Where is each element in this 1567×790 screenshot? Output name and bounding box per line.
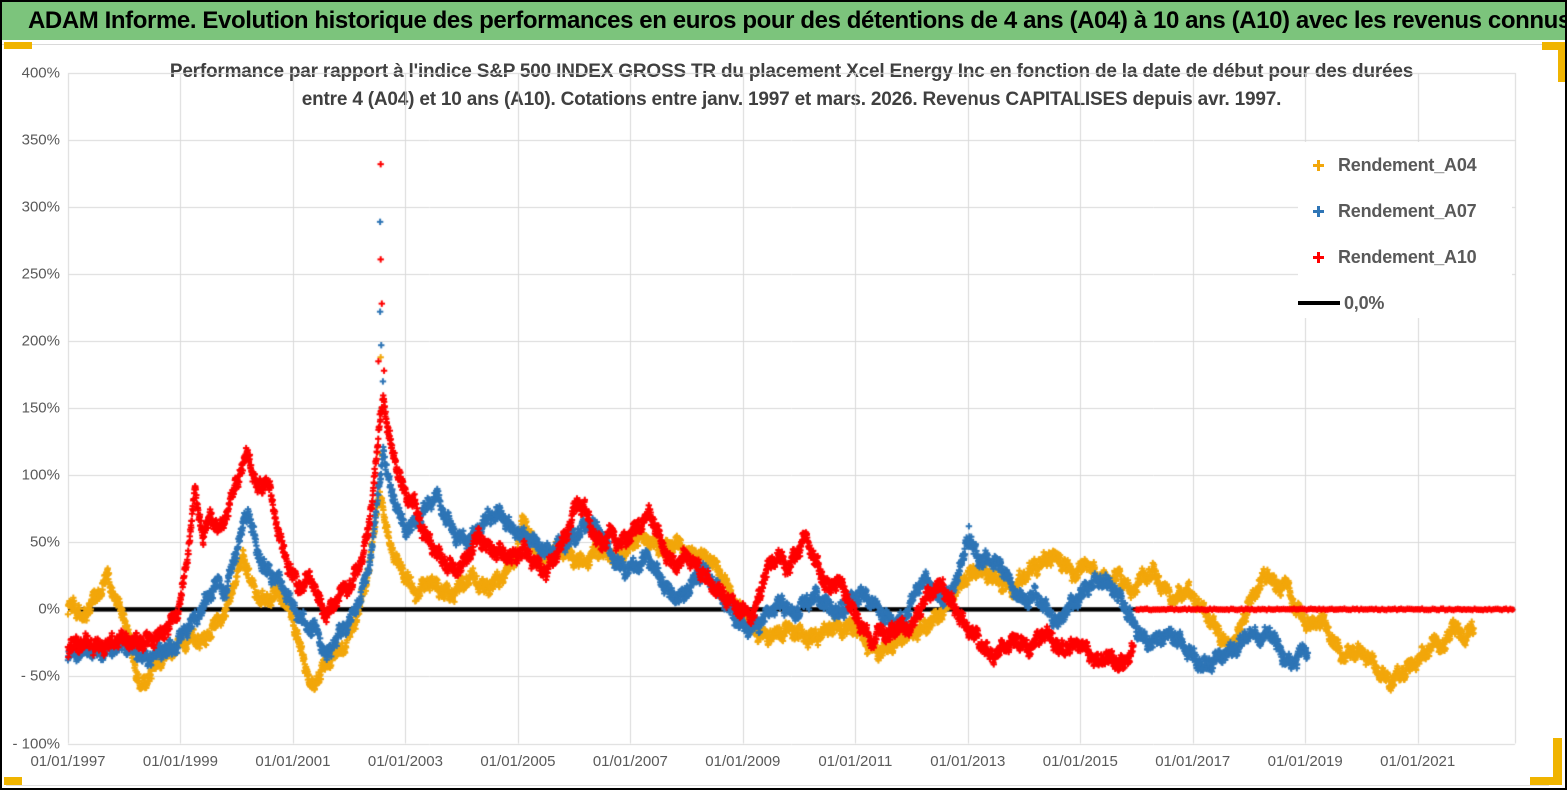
y-tick-label: 400% <box>21 64 60 82</box>
x-tick-label: 01/01/2009 <box>705 753 781 770</box>
y-tick-label: 350% <box>21 131 60 149</box>
x-tick-label: 01/01/1997 <box>30 753 106 770</box>
y-tick-label: 250% <box>21 265 60 283</box>
x-tick-label: 01/01/2019 <box>1267 753 1343 770</box>
x-tick-label: 01/01/1999 <box>142 753 218 770</box>
legend-item-rendement-a10[interactable]: Rendement_A10 <box>1298 234 1512 280</box>
plus-marker-icon <box>1312 159 1324 171</box>
legend-label: 0,0% <box>1344 292 1385 313</box>
x-tick-label: 01/01/2021 <box>1380 753 1456 770</box>
x-tick-label: 01/01/2017 <box>1155 753 1231 770</box>
legend-label: Rendement_A04 <box>1338 154 1477 175</box>
legend-item-zero-line[interactable]: 0,0% <box>1298 280 1512 326</box>
legend-item-rendement-a07[interactable]: Rendement_A07 <box>1298 188 1512 234</box>
y-tick-label: 0% <box>38 600 60 618</box>
y-tick-label: 150% <box>21 399 60 417</box>
x-tick-label: 01/01/2001 <box>255 753 331 770</box>
chart-legend: Rendement_A04 Rendement_A07 Rendement_A1… <box>1298 142 1512 318</box>
x-tick-label: 01/01/2003 <box>367 753 443 770</box>
y-tick-label: 100% <box>21 466 60 484</box>
zero-line-marker-icon <box>1298 301 1340 305</box>
legend-item-rendement-a04[interactable]: Rendement_A04 <box>1298 142 1512 188</box>
chart-bottom-border <box>6 785 1549 786</box>
x-tick-label: 01/01/2013 <box>930 753 1006 770</box>
y-tick-label: 300% <box>21 198 60 216</box>
y-tick-label: - 50% <box>20 667 60 685</box>
x-tick-label: 01/01/2015 <box>1042 753 1118 770</box>
legend-label: Rendement_A10 <box>1338 246 1477 267</box>
y-tick-label: 200% <box>21 332 60 350</box>
x-tick-label: 01/01/2005 <box>480 753 556 770</box>
plus-marker-icon <box>1312 251 1324 263</box>
y-tick-label: - 100% <box>12 735 60 752</box>
x-tick-label: 01/01/2007 <box>592 753 668 770</box>
plus-marker-icon <box>1312 205 1324 217</box>
x-tick-label: 01/01/2011 <box>818 753 893 770</box>
y-tick-label: 50% <box>29 533 60 551</box>
legend-label: Rendement_A07 <box>1338 200 1477 221</box>
